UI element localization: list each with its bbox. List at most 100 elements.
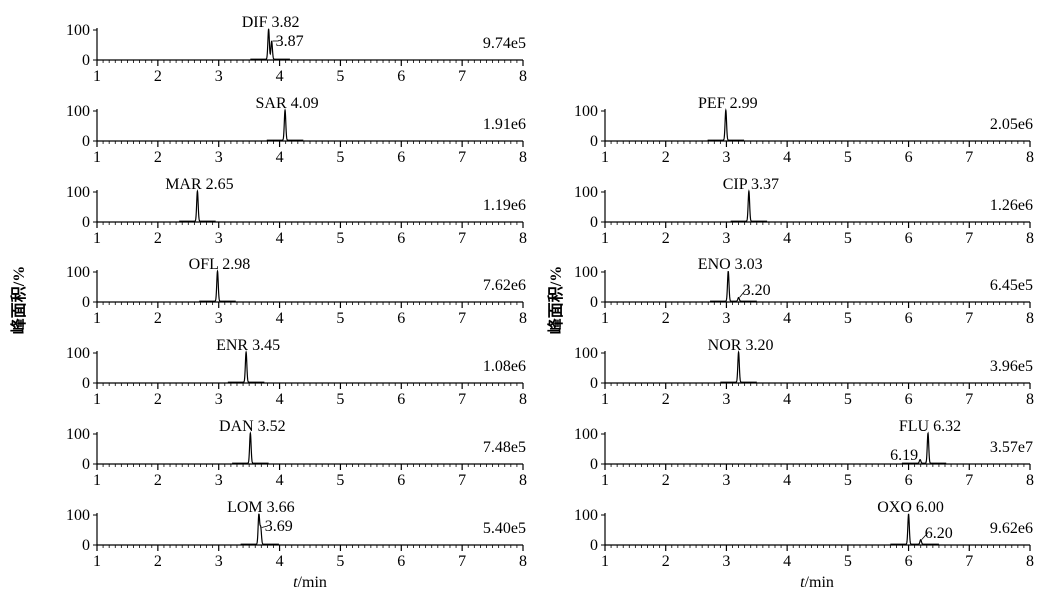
chromatogram-trace — [199, 269, 236, 302]
x-tick-label: 4 — [783, 472, 791, 489]
x-tick-label: 3 — [215, 553, 223, 570]
x-tick-label: 4 — [276, 391, 284, 408]
x-tick-label: 3 — [722, 230, 730, 247]
x-tick-label: 6 — [905, 553, 913, 570]
x-tick-label: 4 — [783, 310, 791, 327]
x-tick-label: 5 — [336, 553, 344, 570]
intensity-label: 7.62e6 — [483, 277, 526, 294]
x-tick-label: 5 — [844, 553, 852, 570]
x-tick-label: 3 — [215, 149, 223, 166]
intensity-label: 1.08e6 — [483, 358, 526, 375]
x-tick-label: 1 — [93, 230, 101, 247]
x-tick-label: 8 — [1026, 472, 1034, 489]
y-tick-label: 0 — [590, 133, 598, 150]
x-tick-label: 8 — [519, 310, 527, 327]
x-tick-label: 5 — [844, 149, 852, 166]
x-tick-label: 4 — [276, 149, 284, 166]
x-axis-label-left: t/min — [293, 574, 327, 591]
x-tick-label: 5 — [844, 310, 852, 327]
secondary-peak-label: 3.69 — [265, 518, 293, 535]
x-tick-label: 5 — [844, 472, 852, 489]
intensity-label: 1.19e6 — [483, 197, 526, 214]
x-tick-label: 2 — [662, 472, 670, 489]
chromatogram-panel: 0 100 1 2 3 4 5 6 7 8 PEF 2.99 2.05e6 — [574, 95, 1034, 166]
x-tick-label: 8 — [1026, 149, 1034, 166]
x-tick-label: 2 — [662, 230, 670, 247]
peak-label: SAR 4.09 — [255, 95, 318, 112]
chromatogram-trace — [720, 350, 757, 383]
peak-label: DIF 3.82 — [242, 14, 300, 31]
x-tick-label: 7 — [965, 553, 973, 570]
x-tick-label: 6 — [397, 310, 405, 327]
x-tick-label: 3 — [215, 310, 223, 327]
y-axis-label-left: 峰面积/% — [9, 266, 28, 334]
x-tick-label: 6 — [397, 68, 405, 85]
y-tick-label: 0 — [82, 456, 90, 473]
chromatogram-trace — [227, 350, 265, 383]
x-tick-label: 2 — [154, 391, 162, 408]
y-tick-label: 100 — [66, 507, 90, 524]
x-tick-label: 7 — [965, 472, 973, 489]
x-tick-label: 2 — [662, 310, 670, 327]
x-tick-label: 5 — [336, 230, 344, 247]
x-tick-label: 7 — [458, 472, 466, 489]
x-tick-label: 3 — [215, 68, 223, 85]
chromatogram-trace — [250, 28, 290, 60]
chromatogram-trace — [890, 513, 939, 545]
intensity-label: 9.62e6 — [990, 520, 1033, 537]
chromatogram-trace — [730, 189, 768, 222]
peak-label: CIP 3.37 — [723, 176, 779, 193]
y-tick-label: 100 — [574, 184, 598, 201]
y-tick-label: 100 — [574, 345, 598, 362]
intensity-label: 3.57e7 — [990, 439, 1033, 456]
x-tick-label: 8 — [519, 149, 527, 166]
x-tick-label: 7 — [965, 391, 973, 408]
y-tick-label: 100 — [66, 184, 90, 201]
x-tick-label: 8 — [519, 68, 527, 85]
x-tick-label: 7 — [965, 230, 973, 247]
x-tick-label: 6 — [397, 149, 405, 166]
x-tick-label: 3 — [722, 553, 730, 570]
y-tick-label: 100 — [574, 507, 598, 524]
x-axis-label-right: t/min — [800, 574, 834, 591]
x-axis-label-unit: /min — [805, 574, 834, 591]
x-tick-label: 4 — [783, 230, 791, 247]
x-tick-label: 2 — [154, 149, 162, 166]
y-tick-label: 0 — [82, 214, 90, 231]
secondary-peak-label: 3.20 — [743, 282, 771, 299]
peak-label: ENR 3.45 — [216, 337, 280, 354]
x-axis-label-italic: t — [800, 574, 805, 591]
x-tick-label: 3 — [215, 391, 223, 408]
x-tick-label: 8 — [1026, 391, 1034, 408]
x-tick-label: 1 — [93, 68, 101, 85]
x-tick-label: 7 — [458, 149, 466, 166]
x-tick-label: 3 — [722, 472, 730, 489]
chromatogram-panel: 0 100 1 2 3 4 5 6 7 8 ENO 3.03 3.20 6.45e5 — [574, 256, 1034, 327]
x-tick-label: 4 — [783, 553, 791, 570]
intensity-label: 2.05e6 — [990, 116, 1033, 133]
y-tick-label: 0 — [590, 294, 598, 311]
x-tick-label: 2 — [154, 68, 162, 85]
x-tick-label: 2 — [662, 553, 670, 570]
x-tick-label: 8 — [519, 391, 527, 408]
x-tick-label: 6 — [905, 472, 913, 489]
x-tick-label: 1 — [601, 149, 609, 166]
y-tick-label: 0 — [590, 214, 598, 231]
x-tick-label: 6 — [905, 391, 913, 408]
x-tick-label: 7 — [458, 553, 466, 570]
peak-label: OFL 2.98 — [189, 256, 251, 273]
x-tick-label: 1 — [601, 472, 609, 489]
x-tick-label: 7 — [458, 230, 466, 247]
chromatogram-panel: 0 100 1 2 3 4 5 6 7 8 SAR 4.09 1.91e6 — [66, 95, 527, 166]
secondary-peak-label: 3.87 — [276, 33, 304, 50]
y-tick-label: 0 — [590, 456, 598, 473]
y-tick-label: 100 — [574, 264, 598, 281]
x-tick-label: 7 — [965, 310, 973, 327]
x-tick-label: 6 — [397, 553, 405, 570]
x-tick-label: 3 — [722, 310, 730, 327]
x-tick-label: 5 — [336, 310, 344, 327]
x-tick-label: 1 — [601, 553, 609, 570]
x-tick-label: 6 — [905, 310, 913, 327]
secondary-peak-label: 6.19 — [890, 447, 918, 464]
chromatogram-trace — [901, 431, 947, 464]
